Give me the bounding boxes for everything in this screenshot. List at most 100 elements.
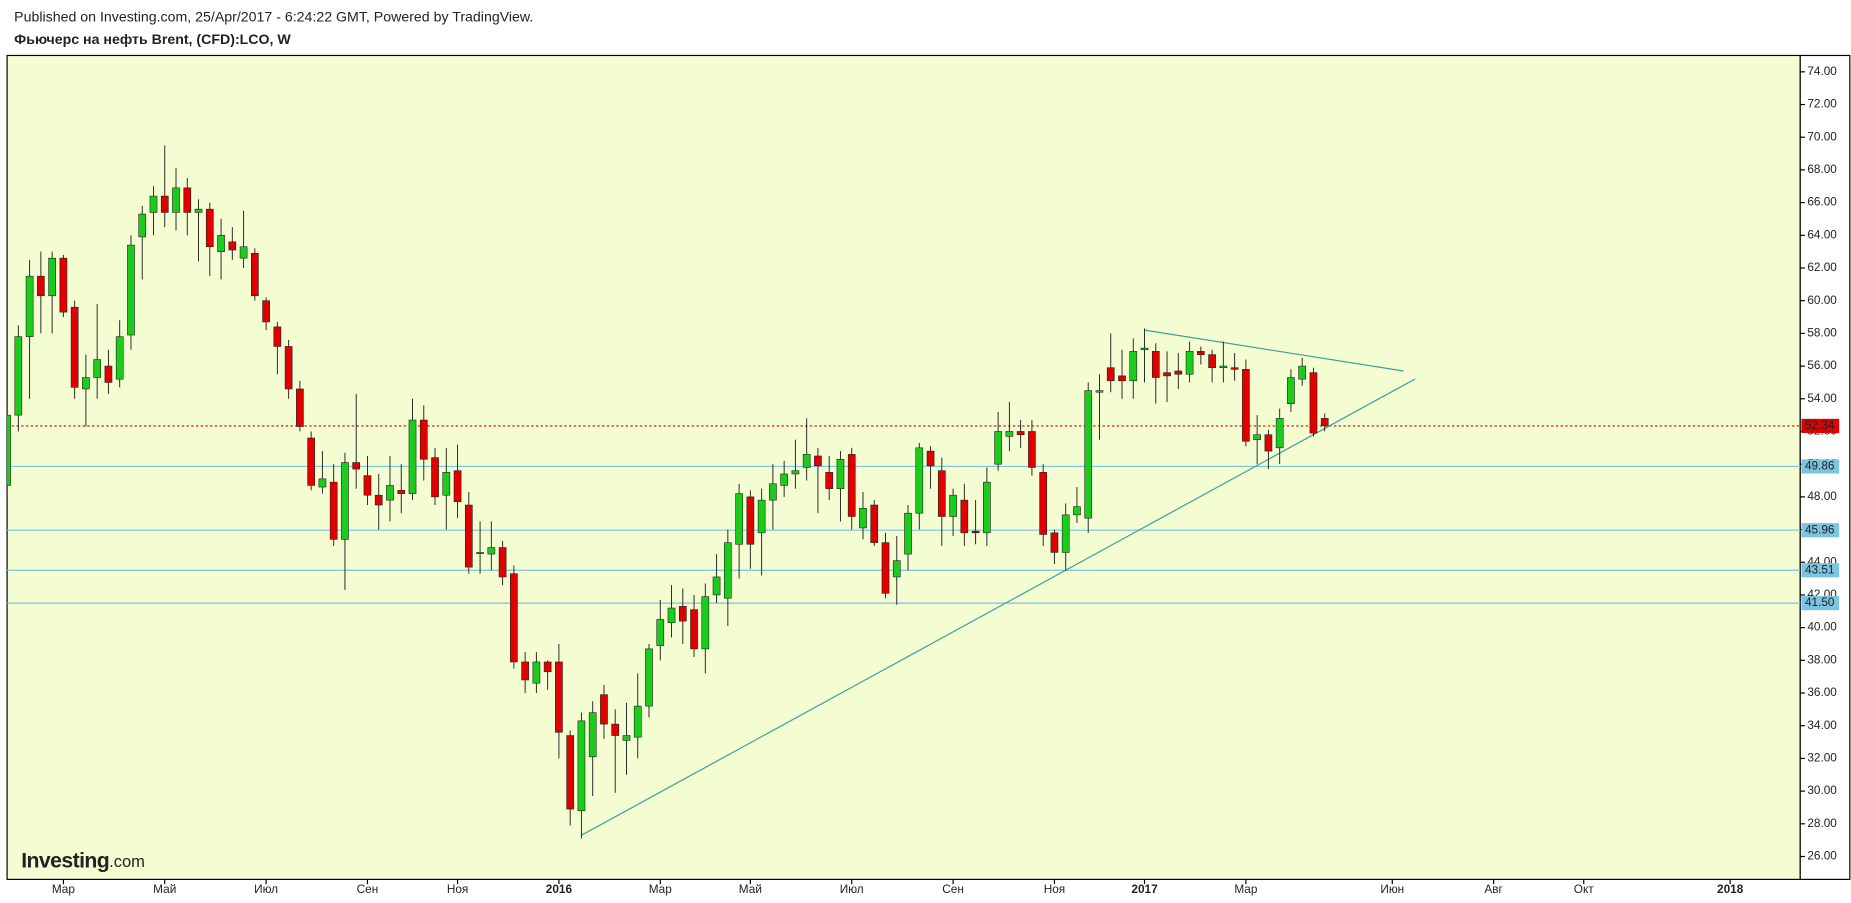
candle-body <box>1208 354 1216 369</box>
y-tick-label: 32.00 <box>1807 751 1837 765</box>
candle-body <box>1061 514 1070 553</box>
last-price-label: 52.34 <box>1805 418 1835 432</box>
candle-body <box>408 419 417 494</box>
x-tick-label: Авг <box>1484 882 1502 896</box>
x-tick-label: Сен <box>942 882 964 896</box>
candle-body <box>273 326 282 347</box>
candle-body <box>453 470 462 503</box>
candle-body <box>1174 370 1183 375</box>
candle-body <box>318 478 327 488</box>
level-label: 49.86 <box>1805 459 1835 473</box>
watermark-domain: .com <box>109 852 145 871</box>
x-tick-label: Мар <box>52 882 76 896</box>
y-tick-label: 54.00 <box>1807 391 1837 405</box>
y-tick-label: 64.00 <box>1807 227 1837 241</box>
y-tick-label: 74.00 <box>1807 64 1837 78</box>
candle-body <box>521 661 529 681</box>
candle-body <box>217 235 225 252</box>
candle-body <box>1287 377 1295 404</box>
x-tick-label: Июн <box>1380 882 1404 896</box>
candle-body <box>1163 372 1171 377</box>
candle-body <box>386 485 394 501</box>
candle-body <box>149 195 158 213</box>
candle-body <box>419 419 428 460</box>
x-tick-label: 2016 <box>546 882 573 896</box>
level-label: 43.51 <box>1805 562 1835 576</box>
candle-body <box>926 450 935 467</box>
candle-body <box>397 490 406 494</box>
candle-body <box>127 244 135 336</box>
candle-body <box>1275 418 1284 449</box>
candle-body <box>532 661 541 684</box>
candle-body <box>1151 351 1160 378</box>
candle-body <box>7 414 11 486</box>
candle-body <box>746 496 755 545</box>
candle-body <box>769 483 777 501</box>
candle-body <box>1230 367 1239 370</box>
candle-body <box>915 447 924 514</box>
candle-body <box>1309 372 1318 434</box>
candle-body <box>1095 390 1104 393</box>
candle-body <box>329 481 338 540</box>
x-tick-label: Окт <box>1574 882 1594 896</box>
level-badge <box>1801 459 1840 474</box>
candle-body <box>70 306 79 388</box>
candle-body <box>870 504 879 543</box>
candle-body <box>633 705 642 738</box>
level-label: 45.96 <box>1805 522 1835 536</box>
level-badge <box>1801 523 1840 538</box>
x-tick-label: 2017 <box>1131 882 1158 896</box>
candle-body <box>138 213 147 238</box>
candle-body <box>780 473 788 486</box>
candle-body <box>1106 367 1115 382</box>
watermark-brand: Investing <box>21 848 109 872</box>
x-tick-label: Ноя <box>1044 882 1065 896</box>
candle-body <box>510 573 518 663</box>
candle-body <box>1298 365 1307 380</box>
y-tick-label: 60.00 <box>1807 293 1837 307</box>
candle-body <box>949 494 957 517</box>
candle-body <box>352 462 361 470</box>
candle-body <box>847 454 856 517</box>
candle-body <box>825 472 834 489</box>
candle-body <box>464 504 473 568</box>
chart-title: Фьючерс на нефть Brent, (CFD):LCO, W <box>14 32 291 48</box>
candle-body <box>37 275 45 297</box>
y-tick-label: 38.00 <box>1807 652 1837 666</box>
candle-body <box>937 470 946 517</box>
candle-body <box>93 359 102 378</box>
candle-body <box>1118 375 1126 382</box>
y-tick-label: 68.00 <box>1807 162 1837 176</box>
candle-body <box>892 560 901 578</box>
candle-body <box>1050 532 1059 553</box>
trendline <box>1144 329 1404 372</box>
y-tick-label: 72.00 <box>1807 97 1837 111</box>
last-price-badge <box>1801 418 1840 433</box>
level-badge <box>1801 596 1840 611</box>
x-tick-label: Июл <box>840 882 864 896</box>
candle-body <box>251 252 259 297</box>
candle-body <box>960 499 969 534</box>
y-tick-label: 66.00 <box>1807 195 1837 209</box>
x-tick-label: Май <box>153 882 176 896</box>
candle-body <box>802 454 811 468</box>
candle-body <box>487 547 496 555</box>
y-tick-label: 40.00 <box>1807 620 1837 634</box>
candle-body <box>656 619 665 646</box>
candle-body <box>59 257 68 313</box>
y-tick-label: 56.00 <box>1807 358 1837 372</box>
candle-body <box>1073 506 1081 516</box>
x-tick-label: Мар <box>649 882 673 896</box>
candle-body <box>262 300 270 323</box>
x-tick-label: Мар <box>1234 882 1258 896</box>
trendline <box>581 378 1416 836</box>
level-badge <box>1801 563 1840 578</box>
x-tick-label: Сен <box>357 882 379 896</box>
candle-body <box>48 257 56 297</box>
candle-body <box>1140 347 1149 351</box>
candle-body <box>757 499 766 534</box>
candle-body <box>160 195 169 213</box>
y-tick-label: 58.00 <box>1807 325 1837 339</box>
candle-body <box>735 493 743 545</box>
